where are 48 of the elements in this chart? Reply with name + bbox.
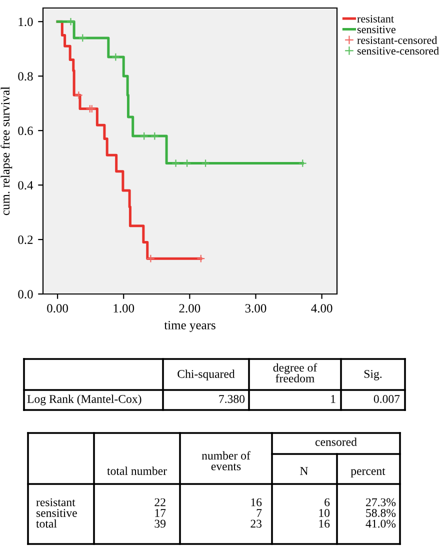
legend-label: resistant-censored [357,36,438,44]
text: Chi-squared [178,370,235,380]
text: 22 17 39 [154,498,166,528]
point [111,52,120,62]
y-tick-label: 0.4 [18,181,34,190]
y-tick-label: 0.8 [18,72,33,81]
point [140,132,148,140]
text: Log Rank (Mantel-Cox) [27,394,142,406]
x-tick-label: 2.00 [179,304,200,313]
text: 0.007 [374,394,400,404]
text: number of events [202,451,250,470]
text: 7.380 [219,394,245,404]
y-tick-label: 0.6 [18,126,33,136]
text: 1 [331,395,336,403]
point [66,17,75,26]
text: 6 10 16 [319,498,330,528]
text: resistant sensitive total [36,498,77,528]
point [86,104,94,114]
x-tick-label: 0.00 [47,304,68,313]
x-tick-label: 3.00 [245,304,266,313]
legend-label: sensitive [357,26,396,34]
y-axis-title: cum. relapse free survival [0,86,12,216]
text: degree of freedom [273,363,318,382]
point [298,159,307,168]
y-tick-label: 1.0 [18,18,33,26]
point [172,159,180,168]
point [201,159,210,168]
point [182,159,192,168]
y-tick-label: 0.0 [18,290,33,299]
point [150,132,159,140]
legend-label: resistant [357,15,394,23]
text: N [300,467,308,475]
x-tick-label: 4.00 [311,304,332,313]
text: censored [315,438,357,446]
text: 27.3% 58.8% 41.0% [366,498,396,528]
point [88,104,96,114]
text: total number [107,466,167,475]
text: percent [350,468,386,478]
x-axis-title: time years [164,320,216,332]
y-tick-label: 0.2 [18,236,33,244]
text: 16 7 23 [250,498,262,528]
text: Sig. [364,370,382,380]
point [196,254,206,263]
legend-label: sensitive-censored [357,46,439,55]
point [146,254,155,263]
point [74,90,83,100]
x-tick-label: 1.00 [114,304,134,313]
point [78,34,87,42]
